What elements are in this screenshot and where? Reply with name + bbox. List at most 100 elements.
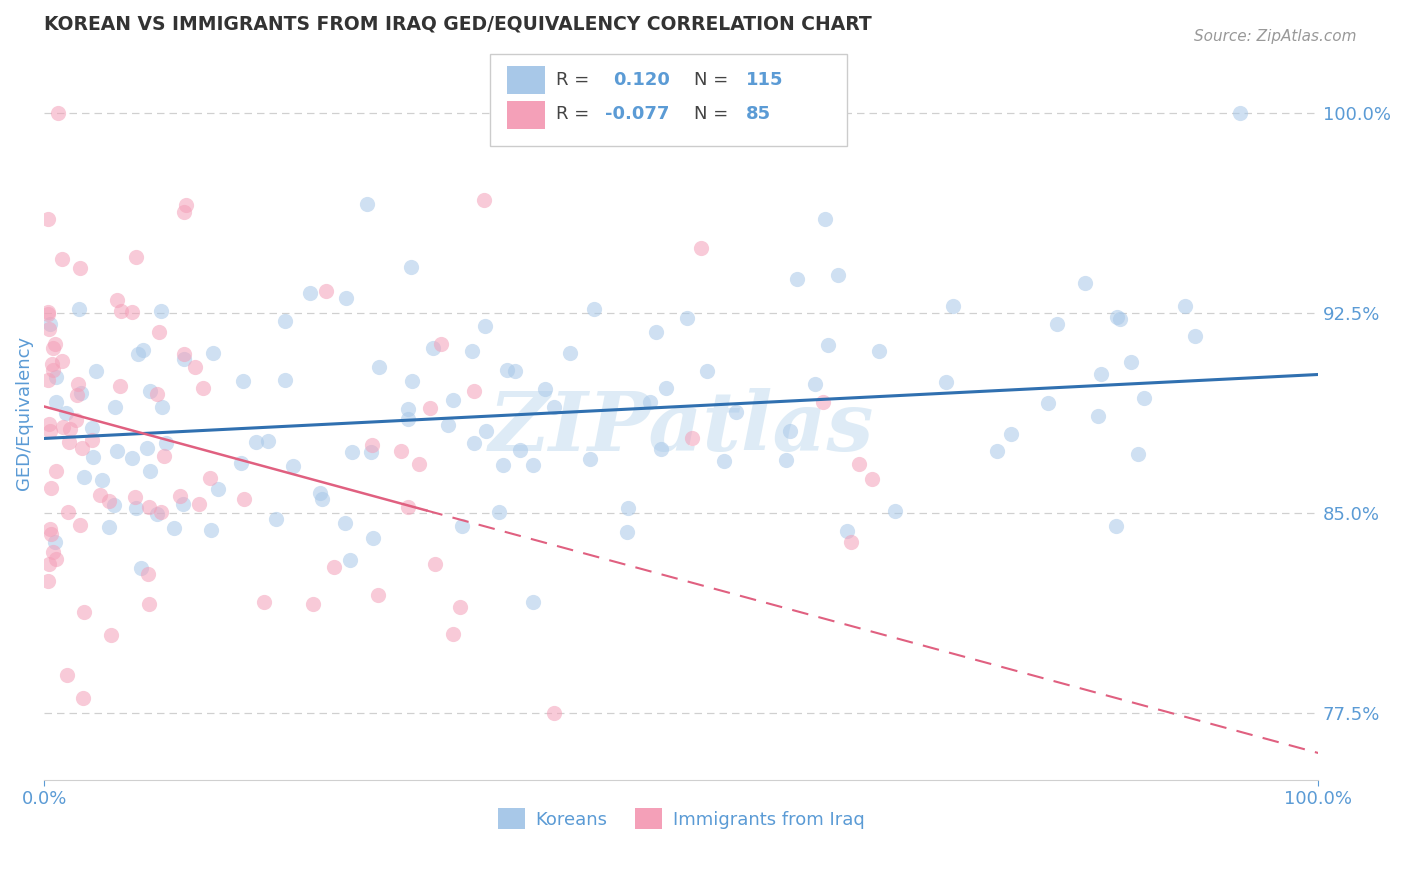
Point (396, 500, 419, 515)
Point (1046, 318, 1069, 332)
Text: N =: N = (695, 70, 728, 88)
Point (675, 310, 697, 325)
Point (496, 362, 519, 376)
Point (69, 260, 91, 275)
Point (72, 690, 94, 705)
Point (616, 501, 638, 516)
Point (1090, 368, 1112, 382)
Point (150, 400, 173, 414)
Point (80, 421, 103, 435)
Point (361, 438, 384, 452)
Point (55, 406, 77, 420)
Text: -0.077: -0.077 (605, 105, 669, 123)
Point (67, 302, 90, 317)
Point (55, 668, 77, 682)
Point (245, 435, 267, 450)
Point (1036, 396, 1059, 410)
Point (423, 557, 446, 571)
Point (44, 535, 66, 549)
Point (169, 489, 191, 503)
Point (125, 501, 148, 516)
Point (110, 379, 132, 393)
Y-axis label: GED/Equivalency: GED/Equivalency (15, 336, 32, 491)
Point (274, 373, 297, 387)
Point (69, 385, 91, 400)
Point (356, 197, 378, 211)
Point (104, 400, 127, 414)
Point (696, 364, 718, 378)
Point (172, 497, 194, 511)
Point (184, 360, 207, 375)
Point (59, 422, 82, 436)
Text: 0.120: 0.120 (613, 70, 671, 88)
Point (472, 194, 495, 208)
Point (146, 386, 169, 401)
Point (401, 374, 423, 388)
Point (333, 516, 356, 530)
Legend: Koreans, Immigrants from Iraq: Koreans, Immigrants from Iraq (491, 801, 872, 837)
Point (52, 420, 75, 434)
Point (73, 470, 96, 484)
Point (655, 381, 678, 395)
Point (399, 260, 422, 274)
Point (681, 431, 703, 445)
Point (942, 300, 965, 314)
Point (41, 481, 63, 495)
Point (803, 376, 825, 391)
Point (884, 504, 907, 518)
Point (232, 491, 254, 506)
Point (155, 436, 177, 450)
Point (103, 499, 125, 513)
Point (342, 444, 364, 458)
Point (80, 433, 103, 447)
Point (1184, 329, 1206, 343)
Point (503, 364, 526, 378)
Point (274, 314, 297, 328)
Point (37, 373, 59, 387)
Point (361, 531, 384, 545)
Point (839, 535, 862, 549)
Text: R =: R = (557, 105, 589, 123)
Point (45, 395, 67, 409)
Point (339, 552, 361, 566)
Text: 115: 115 (747, 70, 783, 88)
Point (449, 599, 471, 614)
Point (146, 507, 169, 521)
Point (198, 471, 221, 485)
Point (419, 401, 441, 416)
Point (82, 450, 104, 464)
Point (136, 567, 159, 582)
Point (460, 344, 482, 359)
Point (808, 128, 831, 143)
Point (430, 336, 453, 351)
Point (66, 387, 89, 401)
Point (46, 106, 69, 120)
Point (689, 241, 711, 255)
Point (396, 401, 419, 416)
Point (1000, 427, 1022, 442)
Point (202, 345, 225, 359)
Point (827, 268, 849, 282)
Point (58, 434, 80, 449)
Point (257, 434, 280, 448)
Point (814, 211, 837, 226)
Point (543, 706, 565, 720)
Point (724, 405, 747, 419)
Point (579, 452, 602, 467)
Point (174, 198, 197, 212)
Point (616, 524, 638, 539)
Point (127, 346, 149, 360)
Point (138, 597, 160, 611)
Point (1119, 354, 1142, 368)
Point (837, 524, 859, 538)
Point (42, 545, 65, 559)
Point (253, 594, 276, 608)
Point (149, 304, 172, 318)
Point (84, 364, 107, 378)
Point (188, 497, 211, 511)
Point (45, 552, 67, 566)
Point (45, 464, 67, 478)
Point (136, 441, 159, 455)
Point (309, 485, 332, 500)
Point (132, 343, 155, 357)
